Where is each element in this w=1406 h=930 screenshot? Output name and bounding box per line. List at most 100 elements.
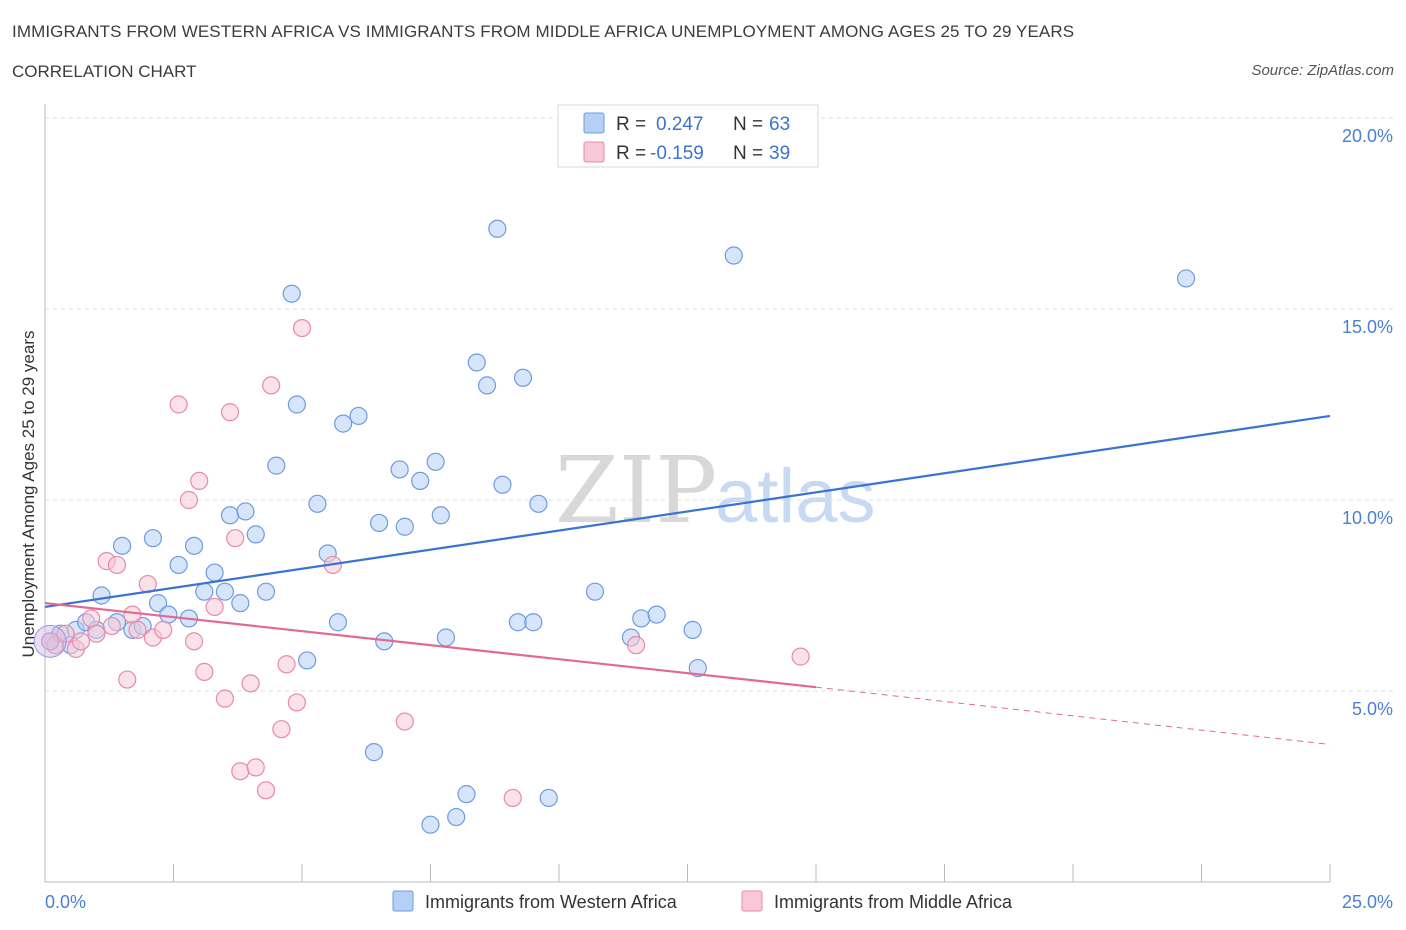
point-middle-africa [41, 632, 60, 651]
point-middle-africa [503, 788, 522, 808]
point-western-africa [220, 506, 240, 525]
point-western-africa [231, 594, 250, 613]
point-middle-africa [256, 781, 276, 800]
point-middle-africa [262, 376, 281, 395]
point-western-africa [112, 536, 132, 555]
point-middle-africa [277, 655, 296, 674]
point-western-africa [205, 563, 224, 582]
point-middle-africa [154, 620, 173, 639]
point-western-africa [236, 502, 255, 521]
point-western-africa [92, 586, 111, 605]
legend-r-label: R = [616, 114, 646, 135]
point-western-africa [195, 582, 214, 601]
point-middle-africa [123, 605, 142, 624]
axes: 5.0% 10.0% 15.0% 20.0% 0.0% 25.0% [44, 104, 1393, 912]
point-western-africa [334, 414, 353, 433]
point-middle-africa [220, 403, 240, 422]
point-western-africa [539, 788, 558, 808]
point-middle-africa [395, 712, 414, 731]
point-western-africa [524, 613, 543, 632]
point-middle-africa [791, 647, 810, 666]
point-western-africa [447, 807, 466, 827]
x-tick-label: 0.0% [45, 892, 86, 912]
chart-title: IMMIGRANTS FROM WESTERN AFRICA VS IMMIGR… [12, 22, 1075, 41]
point-western-africa [431, 506, 450, 525]
legend-r-value-western-africa: 0.247 [656, 114, 704, 135]
trend-lines [44, 414, 1331, 745]
point-western-africa [287, 395, 306, 414]
point-western-africa [308, 494, 327, 513]
legend-n-value-western-africa: 63 [769, 114, 790, 135]
legend-swatch-western-africa [583, 112, 605, 134]
point-middle-africa [118, 670, 137, 689]
point-middle-africa [287, 693, 306, 712]
point-western-africa [585, 582, 605, 601]
point-western-africa [688, 658, 707, 678]
trend-line-middle-africa-extension [815, 686, 1331, 745]
legend-r-value-middle-africa: -0.159 [650, 143, 704, 164]
point-middle-africa [231, 762, 250, 781]
bottom-legend-label-middle-africa: Immigrants from Middle Africa [774, 892, 1013, 912]
legend-n-label: N = [733, 143, 763, 164]
point-middle-africa [246, 758, 265, 777]
point-western-africa [364, 743, 384, 762]
legend-swatch-middle-africa [583, 141, 605, 163]
point-western-africa [513, 368, 533, 387]
point-western-africa [349, 406, 368, 426]
point-middle-africa [226, 529, 245, 548]
bottom-legend-swatch-middle-africa [741, 890, 763, 912]
point-western-africa [169, 555, 188, 575]
y-tick-label: 5.0% [1352, 699, 1393, 719]
point-western-africa [395, 517, 414, 536]
point-western-africa [411, 471, 430, 490]
point-middle-africa [292, 319, 312, 338]
point-western-africa [246, 525, 265, 544]
bottom-legend-swatch-western-africa [392, 890, 414, 912]
trend-line-middle-africa [44, 602, 817, 689]
point-western-africa [390, 460, 409, 479]
point-middle-africa [102, 616, 121, 636]
y-axis-title: Unemployment Among Ages 25 to 29 years [19, 331, 38, 658]
point-western-africa [493, 475, 512, 494]
point-middle-africa [190, 471, 209, 490]
point-middle-africa [195, 662, 214, 682]
series-legend: Immigrants from Western Africa Immigrant… [392, 890, 1013, 912]
y-tick-label: 10.0% [1342, 508, 1393, 528]
point-western-africa [436, 628, 456, 647]
point-western-africa [421, 815, 440, 834]
point-cluster [33, 624, 67, 658]
point-western-africa [508, 613, 527, 632]
point-western-africa [298, 651, 317, 670]
data-points [33, 219, 1196, 834]
point-middle-africa [215, 689, 234, 708]
bottom-legend-label-western-africa: Immigrants from Western Africa [425, 892, 678, 912]
point-middle-africa [71, 632, 91, 651]
point-middle-africa [82, 609, 101, 628]
y-tick-label: 15.0% [1342, 317, 1393, 337]
point-middle-africa [128, 620, 147, 639]
point-western-africa [148, 594, 168, 613]
chart-subtitle: CORRELATION CHART [12, 62, 197, 81]
point-middle-africa [179, 490, 199, 510]
point-middle-africa [107, 555, 127, 575]
point-western-africa [632, 609, 651, 628]
point-western-africa [683, 620, 702, 639]
point-western-africa [282, 284, 301, 303]
point-western-africa [477, 376, 497, 395]
point-western-africa [328, 613, 348, 632]
point-middle-africa [87, 624, 106, 643]
point-western-africa [488, 219, 507, 238]
point-western-africa [159, 605, 178, 624]
point-western-africa [184, 536, 204, 555]
legend-n-label: N = [733, 114, 763, 135]
point-western-africa [256, 582, 276, 601]
point-middle-africa [184, 632, 204, 651]
point-western-africa [370, 513, 389, 533]
point-western-africa [426, 452, 445, 471]
point-middle-africa [626, 636, 646, 655]
point-western-africa [143, 529, 163, 548]
point-middle-africa [205, 597, 224, 617]
point-western-africa [647, 605, 666, 624]
legend-r-label: R = [616, 143, 646, 164]
point-western-africa [267, 456, 286, 475]
